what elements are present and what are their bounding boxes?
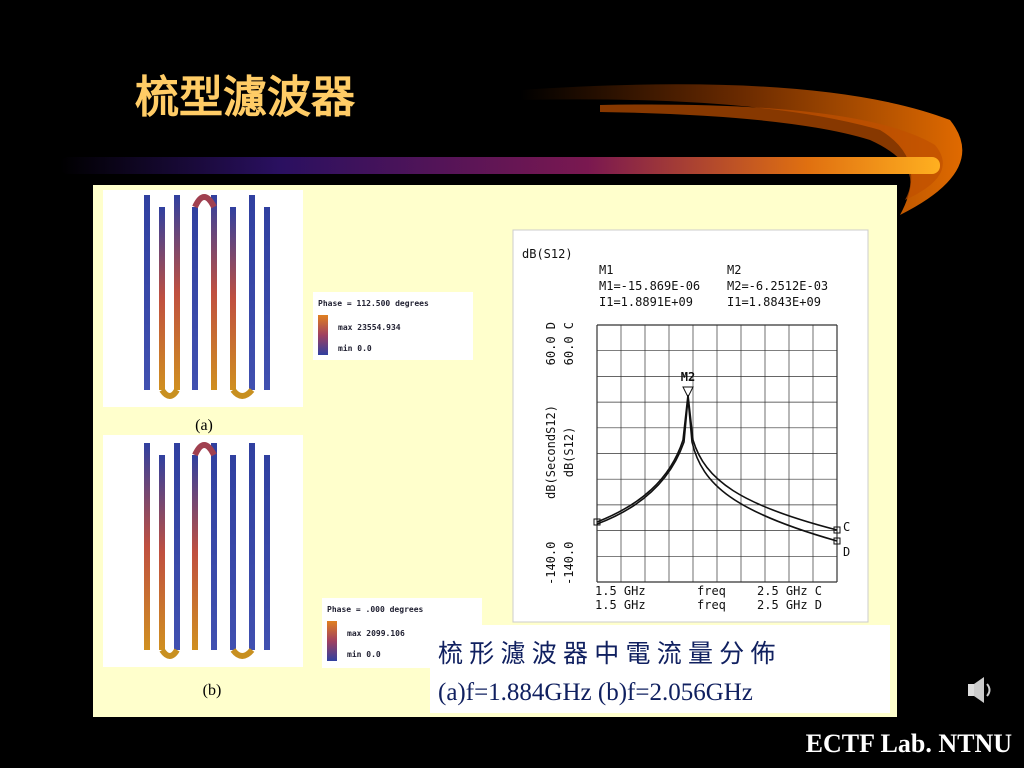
filter-layout [144,442,270,659]
strip-bend [192,442,217,457]
strip [159,207,165,390]
marker-freq: I1=1.8891E+09 [599,295,693,309]
y-axis-labels: -140.0 dB(SecondS12) 60.0 D -140.0 dB(S1… [544,322,576,585]
trace-c [596,394,838,531]
marker-label: M2 [681,370,695,384]
figure-label: (b) [203,682,222,699]
x-start: 1.5 GHz [595,598,646,612]
legend-box [313,292,473,360]
legend-max: max 2099.106 [347,629,405,638]
y-max: 60.0 C [562,322,576,365]
strip [230,207,236,390]
strip [249,443,255,650]
x-end: 2.5 GHz D [757,598,822,612]
strip [144,195,150,390]
slide-title: 梳型濾波器 [135,73,356,122]
marker-value: M1=-15.869E-06 [599,279,700,293]
strip-bend [159,388,180,399]
strip [264,455,270,650]
strip-bend [230,647,255,659]
strip-bend [230,387,255,399]
marker-value: M2=-6.2512E-03 [727,279,828,293]
caption-line: (a)f=1.884GHz (b)f=2.056GHz [438,679,753,706]
sound-icon[interactable] [968,677,991,703]
y-max: 60.0 D [544,322,558,365]
y-label: dB(SecondS12) [544,405,558,499]
swoosh [600,104,943,200]
strip-bend [159,648,180,659]
legend-min: min 0.0 [338,343,372,353]
marker-freq: I1=1.8843E+09 [727,295,821,309]
trace-end [833,537,841,545]
marker-name: M2 [727,263,741,277]
legend-phase: Phase = 112.500 degrees [318,299,429,308]
trace-end [593,518,601,526]
swoosh [520,84,963,216]
strip [192,455,198,650]
y-min: -140.0 [562,542,576,585]
legend-min: min 0.0 [347,649,381,659]
filter-layout [144,194,270,399]
strip [211,195,217,390]
legend-phase: Phase = .000 degrees [327,605,424,614]
y-min: -140.0 [544,542,558,585]
figure-label: (a) [195,417,213,434]
x-label: freq [697,584,726,598]
footer: ECTF Lab. NTNU [806,729,1013,758]
color-scale [318,315,328,355]
trace-d [596,397,838,542]
caption-line: 梳 形 濾 波 器 中 電 流 量 分 佈 [438,640,776,668]
strip [144,443,150,650]
marker-name: M1 [599,263,613,277]
legend-max: max 23554.934 [338,323,401,332]
plot-header: dB(S12) [522,247,573,261]
y-label: dB(S12) [562,427,576,478]
x-axis-labels: 1.5 GHz freq 2.5 GHz C 1.5 GHz freq 2.5 … [595,584,822,612]
strip [264,207,270,390]
x-start: 1.5 GHz [595,584,646,598]
figure-image [103,190,303,407]
trace-label: D [843,545,850,559]
strip [211,443,217,650]
x-end: 2.5 GHz C [757,584,822,598]
x-label: freq [697,598,726,612]
trace-end [833,526,841,534]
strip [159,455,165,650]
caption-box [430,625,890,713]
strip [192,207,198,390]
strip [249,195,255,390]
color-scale [327,621,337,661]
figure-image [103,435,303,667]
strip [230,455,236,650]
strip-bend [192,194,217,209]
trace-label: C [843,520,850,534]
strip [174,443,180,650]
strip [174,195,180,390]
marker-symbol [682,386,694,399]
title-bar [60,157,940,174]
